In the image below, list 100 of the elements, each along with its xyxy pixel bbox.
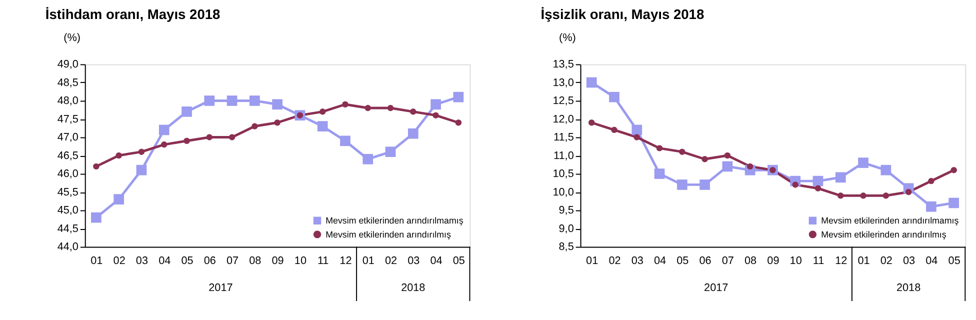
point	[880, 164, 892, 176]
y-tick-label: 47,0	[57, 132, 78, 144]
point	[948, 198, 959, 208]
y-tick-label: 9,5	[558, 204, 574, 217]
x-tick-label: 04	[158, 255, 171, 268]
point	[364, 104, 371, 112]
x-tick-label: 12	[835, 255, 848, 268]
point	[586, 77, 597, 88]
y-axis-title: (%)	[559, 32, 576, 44]
y-tick-label: 13,0	[552, 76, 574, 89]
y-tick-label: 11,5	[554, 132, 574, 144]
x-tick-label: 07	[226, 255, 239, 268]
x-tick-label: 03	[631, 255, 644, 268]
point	[611, 126, 618, 134]
y-tick-label: 45,5	[57, 186, 78, 198]
point	[860, 192, 866, 199]
y-tick-label: 44,0	[57, 241, 78, 254]
point	[206, 134, 213, 140]
x-tick-label: 06	[204, 255, 216, 268]
x-tick-label: 11	[812, 255, 824, 268]
point	[814, 185, 822, 192]
x-tick-label: 01	[586, 255, 598, 268]
point	[226, 96, 238, 106]
point	[182, 106, 192, 117]
point	[950, 166, 957, 174]
point	[838, 192, 844, 199]
x-tick-label: 02	[608, 255, 621, 268]
y-tick-label: 9,0	[558, 222, 574, 235]
point	[160, 141, 168, 148]
text: 2018	[896, 282, 921, 294]
legend-label: Mevsim etkilerinden arındırılmamış	[821, 216, 960, 226]
x-tick-label: 09	[272, 255, 284, 268]
y-tick-label: 10,5	[552, 168, 574, 180]
point	[387, 104, 394, 112]
point	[812, 176, 824, 186]
y-tick-label: 10,0	[552, 186, 574, 198]
point	[136, 164, 147, 176]
point	[184, 138, 190, 144]
point	[858, 158, 868, 168]
y-tick-label: 46,5	[57, 150, 78, 162]
point	[928, 178, 934, 184]
y-tick-label: 8,5	[558, 241, 574, 254]
x-tick-label: 11	[317, 255, 329, 268]
x-tick-label: 03	[903, 255, 916, 268]
x-tick-label: 02	[384, 255, 398, 268]
point	[700, 180, 710, 190]
y-tick-label: 46,0	[57, 168, 78, 180]
text: 2017	[208, 282, 233, 294]
point	[455, 120, 462, 126]
legend-label: Mevsim etkilerinden arındırılmış	[326, 229, 452, 240]
point	[430, 99, 441, 110]
chart-title: İstihdam oranı, Mayıs 2018	[45, 6, 221, 22]
x-tick-label: 08	[249, 255, 262, 268]
chart-title: İşsizlik oranı, Mayıs 2018	[540, 6, 704, 22]
point	[656, 145, 663, 152]
point	[342, 101, 348, 108]
point	[249, 96, 260, 106]
point	[926, 201, 936, 212]
point	[204, 96, 215, 106]
y-tick-label: 44,5	[57, 222, 78, 235]
point	[272, 99, 282, 110]
point	[319, 108, 326, 115]
point	[91, 212, 102, 223]
point	[410, 108, 416, 115]
y-tick-label: 47,5	[57, 113, 78, 126]
y-tick-label: 48,5	[57, 76, 78, 89]
x-tick-label: 04	[926, 255, 938, 268]
x-tick-label: 03	[136, 255, 148, 268]
text: 2018	[401, 282, 426, 294]
y-axis-title: (%)	[64, 32, 81, 44]
x-tick-label: 05	[452, 255, 465, 268]
point	[835, 172, 846, 183]
y-tick-label: 49,0	[57, 58, 78, 71]
x-tick-label: 06	[699, 255, 712, 268]
point	[634, 134, 640, 140]
point	[317, 121, 328, 132]
x-tick-label: 05	[181, 255, 194, 268]
x-tick-label: 07	[722, 255, 734, 268]
point	[114, 194, 124, 204]
point	[93, 163, 100, 170]
x-tick-label: 01	[362, 255, 374, 268]
point	[385, 146, 396, 158]
point	[274, 120, 280, 126]
y-tick-label: 12,5	[552, 95, 574, 108]
y-tick-label: 11,0	[554, 150, 574, 162]
legend-label: Mevsim etkilerinden arındırılmamış	[326, 216, 464, 226]
point	[116, 152, 122, 159]
x-tick-label: 04	[654, 255, 666, 268]
point	[609, 92, 620, 102]
point	[362, 154, 374, 164]
x-tick-label: 10	[790, 255, 802, 268]
point	[588, 120, 595, 126]
point	[676, 180, 688, 190]
point	[228, 134, 236, 140]
x-tick-label: 02	[880, 255, 892, 268]
point	[702, 156, 708, 162]
x-tick-label: 05	[948, 255, 960, 268]
x-tick-label: 10	[294, 255, 306, 268]
point	[679, 148, 686, 155]
point	[882, 192, 890, 199]
